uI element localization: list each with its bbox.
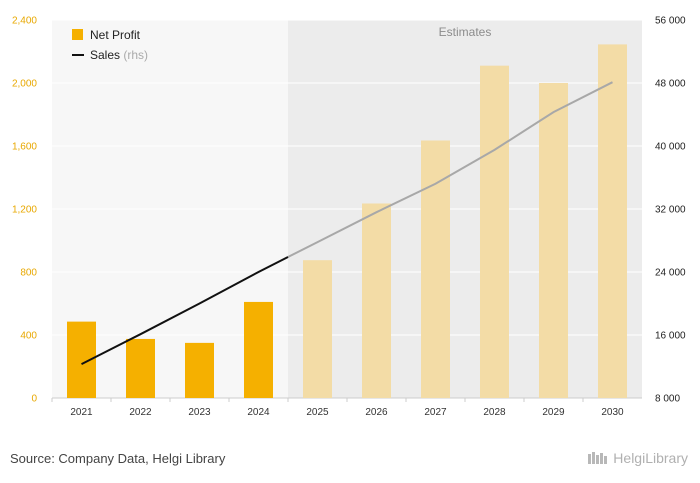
left-tick-label: 2,400 [12,16,37,27]
x-tick-label: 2029 [542,407,565,418]
left-tick-label: 800 [20,268,37,279]
bar-net-profit [244,301,273,398]
x-tick-label: 2025 [306,407,329,418]
x-tick-label: 2026 [365,407,388,418]
right-tick-label: 16 000 [655,331,686,342]
bar-net-profit [303,260,332,398]
left-tick-label: 400 [20,331,37,342]
right-axis: 8 000 16 000 24 000 32 000 40 000 48 000 56 00… [655,16,686,405]
sales-line-actual [81,256,289,365]
source-note: Source: Company Data, Helgi Library [10,451,226,466]
library-icon [588,452,608,464]
sales-line [81,81,613,365]
bar-net-profit [480,65,509,399]
bar-net-profit [126,338,155,398]
legend-label-sales: Sales (rhs) [90,48,148,62]
left-tick-label: 0 [31,394,37,405]
left-tick-label: 1,200 [12,205,37,216]
bar-net-profit [362,203,391,398]
legend-label-sales-name: Sales [90,48,120,62]
bar-net-profit [539,83,568,398]
x-tick-label: 2021 [70,407,93,418]
x-tick-label: 2030 [601,407,624,418]
legend: Net Profit Sales (rhs) [72,28,148,62]
x-tick-label: 2028 [483,407,506,418]
right-tick-label: 8 000 [655,394,680,405]
x-tick-label: 2024 [247,407,270,418]
right-tick-label: 40 000 [655,142,686,153]
brand-logo: HelgiLibrary [587,450,688,466]
sales-line-estimate [287,81,613,258]
bars [67,44,627,399]
right-tick-label: 24 000 [655,268,686,279]
right-tick-label: 32 000 [655,205,686,216]
x-axis: 2021 2022 2023 2024 2025 2026 2027 2028 2029 2030 [51,398,624,418]
legend-swatch-net-profit [72,29,83,40]
bar-net-profit [185,342,214,398]
left-tick-label: 1,600 [12,142,37,153]
left-tick-label: 2,000 [12,79,37,90]
x-tick-label: 2027 [424,407,447,418]
estimates-label: Estimates [439,25,492,39]
brand-name: HelgiLibrary [613,450,688,466]
legend-label-net-profit: Net Profit [90,28,141,42]
left-axis: 0 400 800 1,200 1,600 2,000 2,400 [12,16,37,405]
chart: 0 400 800 1,200 1,600 2,000 2,400 8 000 16 000 2… [12,16,686,419]
right-tick-label: 48 000 [655,79,686,90]
bar-net-profit [598,44,627,398]
x-tick-label: 2022 [129,407,152,418]
x-tick-label: 2023 [188,407,211,418]
legend-label-sales-suffix: (rhs) [123,48,148,62]
right-tick-label: 56 000 [655,16,686,27]
